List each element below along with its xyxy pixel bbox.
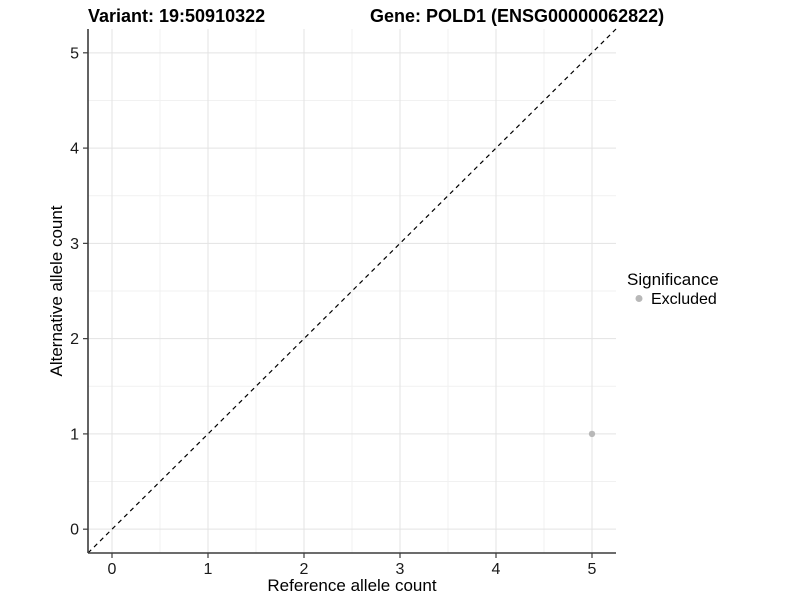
legend: Significance Excluded <box>627 270 719 308</box>
x-tick-label: 0 <box>108 561 117 578</box>
y-tick-label: 5 <box>70 45 79 62</box>
minor-gridlines <box>88 29 616 553</box>
y-tick-label: 2 <box>70 331 79 348</box>
x-tick-label: 5 <box>588 561 597 578</box>
legend-item-label: Excluded <box>651 291 717 308</box>
x-tick-labels: 0 1 2 3 4 5 <box>108 561 597 578</box>
y-tick-label: 0 <box>70 522 79 539</box>
major-gridlines <box>88 29 616 553</box>
legend-key-dot <box>635 295 643 302</box>
y-tick-label: 3 <box>70 236 79 253</box>
x-axis-label: Reference allele count <box>267 576 436 595</box>
x-tick-label: 2 <box>300 561 309 578</box>
x-tick-label: 1 <box>204 561 213 578</box>
data-point-excluded <box>588 430 596 438</box>
y-tick-labels: 0 1 2 3 4 5 <box>70 45 79 538</box>
legend-title: Significance <box>627 270 719 289</box>
y-tick-label: 1 <box>70 426 79 443</box>
data-points <box>588 430 596 438</box>
plot-title-gene: Gene: POLD1 (ENSG00000062822) <box>370 6 664 26</box>
x-tick-label: 4 <box>492 561 501 578</box>
y-axis-label: Alternative allele count <box>47 205 66 376</box>
axis-lines <box>87 29 616 554</box>
y-tick-label: 4 <box>70 141 79 158</box>
x-tick-label: 3 <box>396 561 405 578</box>
plot-title-variant: Variant: 19:50910322 <box>88 6 265 26</box>
axis-tick-marks <box>83 52 593 558</box>
